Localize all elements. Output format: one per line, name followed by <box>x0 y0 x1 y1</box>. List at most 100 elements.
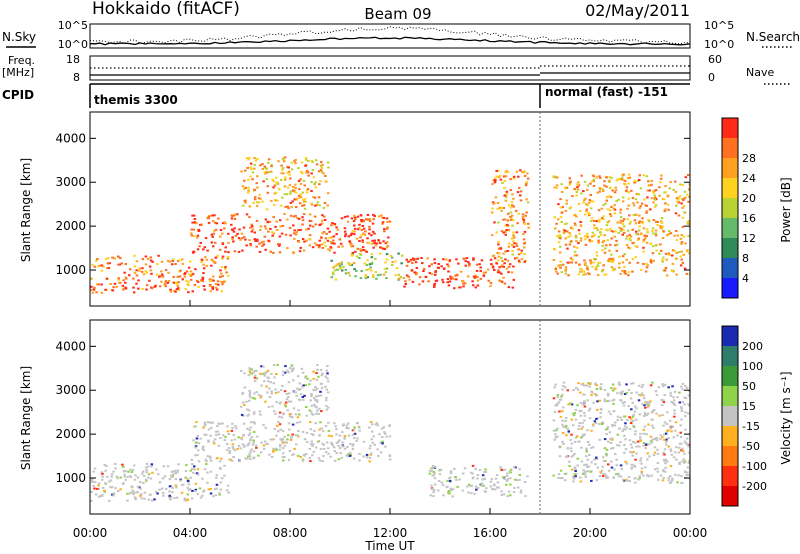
echo-cell <box>288 367 292 370</box>
echo-cell <box>315 406 318 409</box>
echo-cell <box>384 432 387 435</box>
echo-cell <box>167 271 170 274</box>
echo-cell <box>569 234 572 237</box>
echo-cell <box>365 250 368 253</box>
echo-cell <box>605 448 609 451</box>
echo-cell <box>353 432 357 435</box>
echo-cell <box>373 232 376 235</box>
echo-cell <box>569 261 572 264</box>
echo-cell <box>387 236 390 239</box>
echo-cell <box>680 241 684 244</box>
echo-cell <box>104 482 107 485</box>
echo-cell <box>525 181 529 184</box>
echo-cell <box>149 259 153 262</box>
echo-cell <box>279 445 282 448</box>
echo-cell <box>185 270 189 273</box>
colorbar-tick-label: -100 <box>742 460 767 473</box>
echo-cell <box>601 270 604 273</box>
echo-cell <box>190 228 193 231</box>
echo-cell <box>646 264 649 267</box>
echo-cell <box>506 259 510 262</box>
echo-cell <box>252 201 255 204</box>
echo-cell <box>621 478 625 481</box>
echo-cell <box>330 236 333 239</box>
echo-cell <box>351 252 355 254</box>
echo-cell <box>517 248 520 251</box>
echo-cell <box>524 495 527 497</box>
echo-cell <box>248 371 252 374</box>
velocity-colorbar-label: Velocity [m s⁻¹] <box>779 371 793 464</box>
echo-cell <box>122 482 125 485</box>
echo-cell <box>153 285 157 288</box>
echo-cell <box>308 224 312 227</box>
echo-cell <box>611 189 614 192</box>
echo-cell <box>203 267 206 270</box>
echo-cell <box>654 390 658 393</box>
echo-cell <box>271 231 274 234</box>
echo-cell <box>565 456 568 458</box>
echo-cell <box>373 241 376 244</box>
echo-cell <box>593 420 597 423</box>
cpid-label: CPID <box>2 88 34 102</box>
echo-cell <box>605 185 608 188</box>
echo-cell <box>370 262 373 265</box>
echo-cell <box>640 202 644 205</box>
echo-cell <box>95 291 98 294</box>
echo-cell <box>522 238 526 241</box>
echo-cell <box>233 250 237 253</box>
echo-cell <box>214 256 217 259</box>
echo-cell <box>623 270 627 272</box>
echo-cell <box>621 200 625 203</box>
echo-cell <box>219 235 222 238</box>
echo-cell <box>631 415 635 418</box>
echo-cell <box>270 199 273 202</box>
echo-cell <box>611 383 615 386</box>
echo-cell <box>253 163 257 166</box>
echo-cell <box>659 227 662 230</box>
echo-cell <box>623 434 626 437</box>
time-axis: 00:00 04:00 08:00 12:00 16:00 20:00 00:00 <box>73 300 707 540</box>
echo-cell <box>663 438 666 441</box>
echo-cell <box>574 472 578 475</box>
echo-cell <box>616 415 620 418</box>
echo-cell <box>145 471 149 474</box>
echo-cell <box>590 479 593 482</box>
echo-cell <box>679 237 683 240</box>
echo-cell <box>241 237 244 240</box>
echo-cell <box>645 210 649 213</box>
echo-cell <box>310 190 313 192</box>
echo-cell <box>223 474 226 477</box>
echo-cell <box>490 234 494 237</box>
echo-cell <box>654 229 658 232</box>
echo-cell <box>269 381 272 384</box>
echo-cell <box>292 379 295 382</box>
echo-cell <box>175 486 178 489</box>
echo-cell <box>144 263 148 266</box>
echo-cell <box>566 247 569 250</box>
echo-cell <box>472 258 475 261</box>
echo-cell <box>145 271 148 274</box>
echo-cell <box>368 218 372 220</box>
echo-cell <box>673 249 676 252</box>
echo-cell <box>577 242 580 245</box>
echo-cell <box>666 234 669 237</box>
echo-cell <box>573 412 577 414</box>
echo-cell <box>307 159 310 162</box>
echo-cell <box>599 176 602 179</box>
echo-cell <box>310 413 314 416</box>
echo-cell <box>681 216 685 219</box>
echo-cell <box>219 422 222 425</box>
echo-cell <box>236 232 239 235</box>
echo-cell <box>332 273 335 276</box>
echo-cell <box>557 218 560 221</box>
x-tick-label: 04:00 <box>173 526 208 540</box>
echo-cell <box>145 288 148 291</box>
echo-cell <box>559 260 562 263</box>
echo-cell <box>283 371 287 374</box>
echo-cell <box>275 176 278 179</box>
echo-cell <box>490 478 494 481</box>
echo-cell <box>176 275 180 278</box>
echo-cell <box>263 374 267 377</box>
echo-cell <box>664 466 667 469</box>
